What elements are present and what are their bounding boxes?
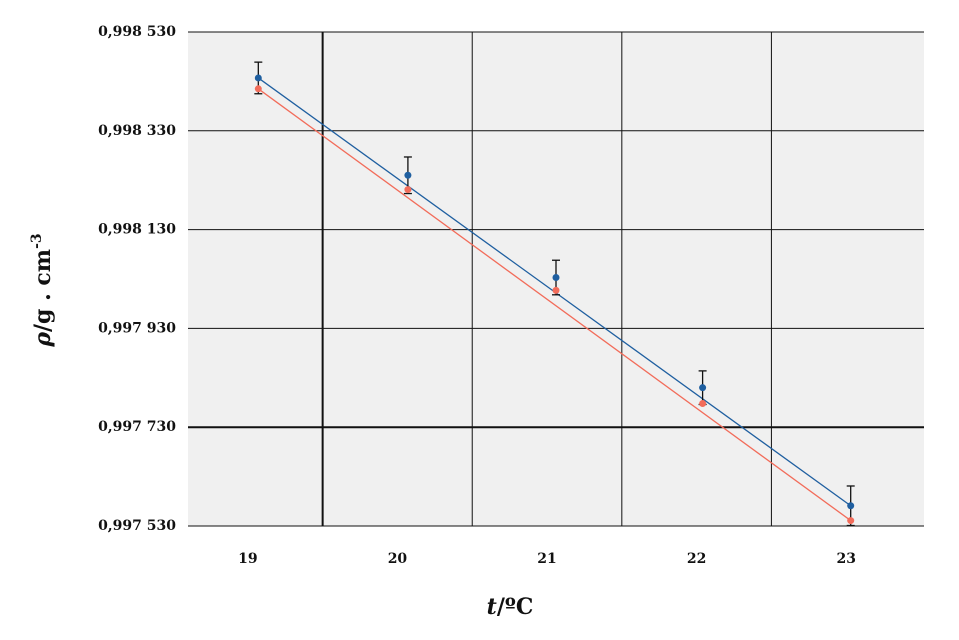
data-point [847, 502, 855, 510]
data-point [699, 384, 707, 392]
data-point [699, 399, 707, 407]
y-tick-label: 0,997 530 [98, 518, 176, 534]
data-point [254, 74, 262, 82]
y-axis-unit: /g . cm [30, 249, 56, 332]
data-points [254, 74, 855, 525]
y-axis-exponent: -3 [29, 233, 45, 249]
x-axis-unit: /ºC [497, 594, 534, 620]
vertical-gridlines [321, 32, 772, 526]
y-tick-label: 0,997 730 [98, 419, 176, 435]
x-tick-label: 23 [836, 551, 855, 567]
x-axis-title: t/ºC [487, 594, 534, 620]
x-axis-variable: t [487, 594, 497, 620]
data-point [552, 286, 560, 294]
data-point [254, 85, 262, 93]
data-point [404, 186, 412, 194]
data-point [404, 171, 412, 179]
y-tick-label: 0,998 530 [98, 24, 176, 40]
horizontal-gridlines [188, 31, 924, 527]
data-point [552, 274, 560, 282]
y-axis-variable: ρ [30, 332, 56, 348]
x-tick-label: 22 [687, 551, 706, 567]
y-axis-title: ρ/g . cm-3 [29, 233, 56, 347]
x-tick-labels: 19 20 21 22 23 [238, 551, 856, 567]
x-tick-label: 19 [238, 551, 257, 567]
fit-line [257, 88, 852, 522]
y-tick-label: 0,998 330 [98, 123, 176, 139]
y-tick-label: 0,997 930 [98, 320, 176, 336]
data-point [847, 517, 855, 525]
y-tick-label: 0,998 130 [98, 222, 176, 238]
y-tick-labels: 0,997 530 0,997 730 0,997 930 0,998 130 0,99… [98, 24, 176, 534]
x-tick-label: 21 [537, 551, 556, 567]
x-tick-label: 20 [388, 551, 408, 567]
